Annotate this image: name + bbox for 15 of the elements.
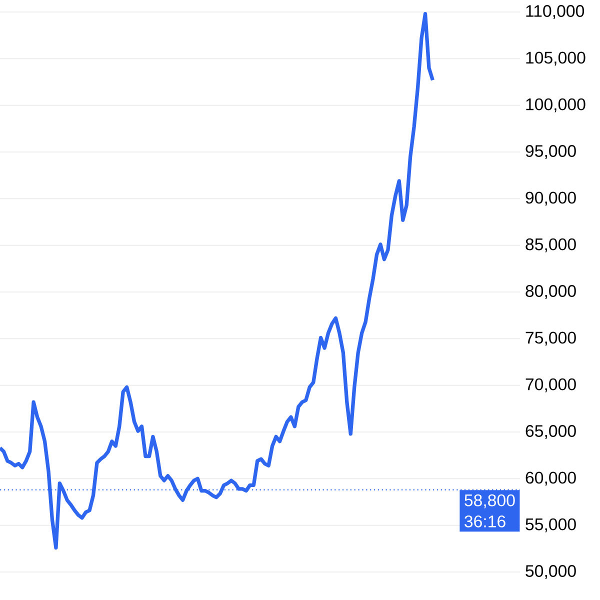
y-tick-label: 105,000: [526, 52, 586, 66]
y-tick-label: 95,000: [526, 145, 576, 159]
y-tick-label: 50,000: [526, 565, 576, 579]
ref-line-label: 58,800: [464, 494, 515, 508]
y-tick-label: 75,000: [526, 332, 576, 346]
y-tick-label: 55,000: [526, 518, 576, 532]
text: 36:16: [464, 515, 506, 528]
y-tick-label: 110,000: [526, 5, 584, 19]
y-tick-label: 65,000: [526, 425, 576, 439]
y-tick-label: 85,000: [526, 238, 576, 252]
y-tick-label: 100,000: [526, 98, 586, 112]
y-tick-label: 80,000: [526, 285, 576, 299]
y-tick-label: 60,000: [526, 472, 576, 486]
y-tick-label: 90,000: [526, 192, 576, 206]
y-tick-label: 70,000: [526, 378, 576, 392]
